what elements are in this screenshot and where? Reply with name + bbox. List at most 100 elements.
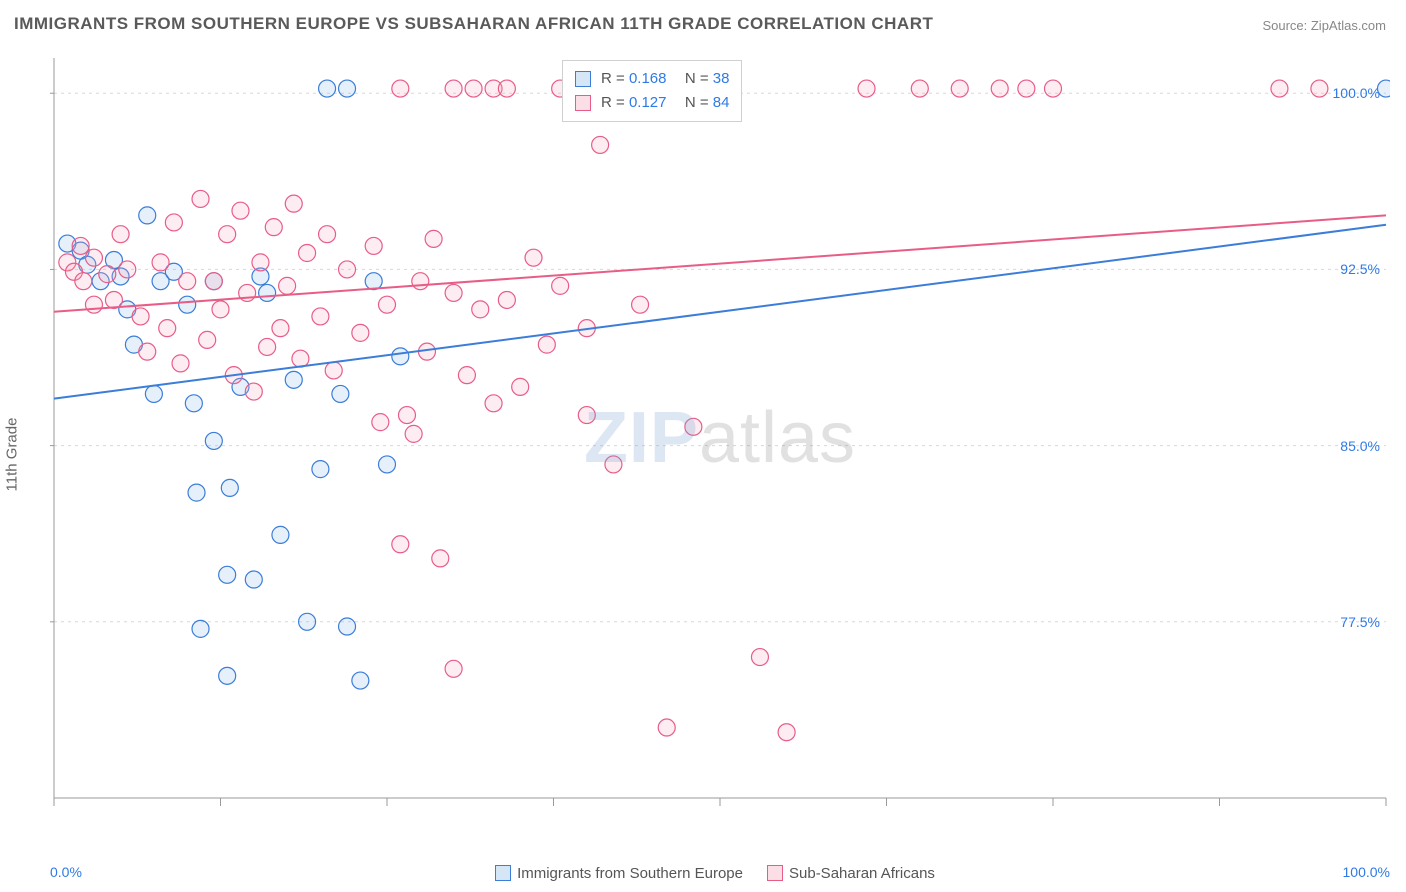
data-point[interactable] (1271, 80, 1288, 97)
data-point[interactable] (991, 80, 1008, 97)
data-point[interactable] (911, 80, 928, 97)
data-point[interactable] (432, 550, 449, 567)
data-point[interactable] (299, 613, 316, 630)
data-point[interactable] (398, 407, 415, 424)
data-point[interactable] (292, 350, 309, 367)
data-point[interactable] (658, 719, 675, 736)
data-point[interactable] (392, 348, 409, 365)
data-point[interactable] (188, 484, 205, 501)
data-point[interactable] (339, 618, 356, 635)
data-point[interactable] (312, 461, 329, 478)
data-point[interactable] (485, 395, 502, 412)
data-point[interactable] (379, 296, 396, 313)
data-point[interactable] (119, 261, 136, 278)
data-point[interactable] (632, 296, 649, 313)
data-point[interactable] (352, 324, 369, 341)
data-point[interactable] (279, 277, 296, 294)
data-point[interactable] (259, 284, 276, 301)
data-point[interactable] (858, 80, 875, 97)
data-point[interactable] (332, 385, 349, 402)
data-point[interactable] (159, 320, 176, 337)
data-point[interactable] (778, 724, 795, 741)
data-point[interactable] (339, 80, 356, 97)
data-point[interactable] (498, 291, 515, 308)
data-point[interactable] (751, 649, 768, 666)
data-point[interactable] (212, 301, 229, 318)
data-point[interactable] (199, 331, 216, 348)
data-point[interactable] (458, 367, 475, 384)
data-point[interactable] (365, 237, 382, 254)
data-point[interactable] (259, 338, 276, 355)
data-point[interactable] (112, 226, 129, 243)
data-point[interactable] (325, 362, 342, 379)
data-point[interactable] (498, 80, 515, 97)
data-point[interactable] (152, 254, 169, 271)
data-point[interactable] (392, 80, 409, 97)
data-point[interactable] (372, 414, 389, 431)
data-point[interactable] (185, 395, 202, 412)
data-point[interactable] (538, 336, 555, 353)
data-point[interactable] (132, 308, 149, 325)
data-point[interactable] (139, 343, 156, 360)
n-label: N = 84 (676, 91, 729, 115)
data-point[interactable] (1045, 80, 1062, 97)
data-point[interactable] (525, 249, 542, 266)
data-point[interactable] (379, 456, 396, 473)
data-point[interactable] (552, 277, 569, 294)
data-point[interactable] (192, 190, 209, 207)
data-point[interactable] (85, 249, 102, 266)
data-point[interactable] (105, 291, 122, 308)
data-point[interactable] (179, 296, 196, 313)
data-point[interactable] (265, 219, 282, 236)
data-point[interactable] (192, 620, 209, 637)
data-point[interactable] (592, 136, 609, 153)
data-point[interactable] (145, 385, 162, 402)
source-link[interactable]: ZipAtlas.com (1311, 18, 1386, 33)
data-point[interactable] (465, 80, 482, 97)
data-point[interactable] (99, 266, 116, 283)
data-point[interactable] (1311, 80, 1328, 97)
data-point[interactable] (245, 571, 262, 588)
data-point[interactable] (272, 320, 289, 337)
data-point[interactable] (75, 273, 92, 290)
data-point[interactable] (221, 479, 238, 496)
data-point[interactable] (245, 383, 262, 400)
data-point[interactable] (512, 378, 529, 395)
data-point[interactable] (272, 526, 289, 543)
data-point[interactable] (72, 237, 89, 254)
data-point[interactable] (205, 273, 222, 290)
data-point[interactable] (205, 432, 222, 449)
data-point[interactable] (165, 214, 182, 231)
data-point[interactable] (312, 308, 329, 325)
data-point[interactable] (299, 244, 316, 261)
data-point[interactable] (85, 296, 102, 313)
data-point[interactable] (605, 456, 622, 473)
data-point[interactable] (172, 355, 189, 372)
data-point[interactable] (319, 80, 336, 97)
data-point[interactable] (1018, 80, 1035, 97)
data-point[interactable] (405, 425, 422, 442)
data-point[interactable] (365, 273, 382, 290)
data-point[interactable] (219, 226, 236, 243)
data-point[interactable] (472, 301, 489, 318)
data-point[interactable] (219, 667, 236, 684)
data-point[interactable] (319, 226, 336, 243)
data-point[interactable] (179, 273, 196, 290)
data-point[interactable] (412, 273, 429, 290)
data-point[interactable] (445, 660, 462, 677)
data-point[interactable] (232, 202, 249, 219)
data-point[interactable] (219, 566, 236, 583)
data-point[interactable] (685, 418, 702, 435)
data-point[interactable] (392, 536, 409, 553)
data-point[interactable] (339, 261, 356, 278)
data-point[interactable] (445, 284, 462, 301)
data-point[interactable] (352, 672, 369, 689)
data-point[interactable] (252, 254, 269, 271)
data-point[interactable] (285, 195, 302, 212)
data-point[interactable] (425, 230, 442, 247)
data-point[interactable] (445, 80, 462, 97)
data-point[interactable] (578, 407, 595, 424)
data-point[interactable] (285, 371, 302, 388)
data-point[interactable] (951, 80, 968, 97)
data-point[interactable] (139, 207, 156, 224)
